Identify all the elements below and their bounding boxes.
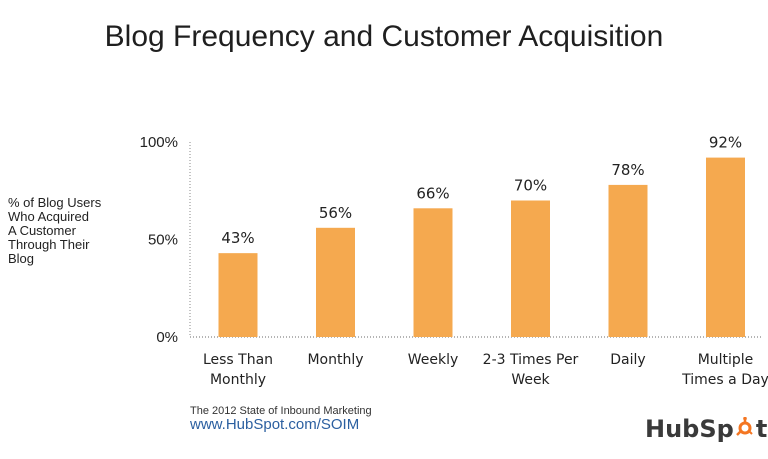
x-tick-label: Monthly [307,352,363,368]
bar-value-label: 66% [416,184,449,202]
y-axis-label-line: Who Acquired [8,209,89,224]
logo-text-right: t [755,415,768,443]
bar-value-label: 70% [514,177,547,195]
x-tick-label: Week [511,372,550,388]
x-tick-label: 2-3 Times Per [483,352,579,368]
hubspot-logo: HubSp t [645,415,767,443]
y-axis-label: % of Blog Users Who Acquired A Customer … [8,196,118,266]
y-tick-label: 0% [156,329,178,346]
x-tick-label: Daily [610,352,645,368]
bar-value-label: 43% [221,229,254,247]
bar [608,184,648,337]
x-tick-label: Weekly [408,352,459,368]
x-tick-label: Multiple [698,352,754,368]
bar [511,200,550,337]
y-axis-label-line: % of Blog Users [8,195,102,210]
bar-value-label: 78% [611,161,644,179]
y-tick-label: 50% [148,232,178,249]
x-tick-label: Monthly [210,372,266,388]
bar [316,227,355,337]
bar [413,208,453,337]
sprocket-icon [735,415,755,443]
logo-text-left: HubSp [645,415,734,443]
bar-value-label: 92% [709,134,742,152]
y-tick-label: 100% [140,134,178,151]
x-tick-label: Times a Day [681,372,768,388]
bar [218,253,258,337]
source-citation: The 2012 State of Inbound Marketing www.… [190,405,372,433]
source-title: The 2012 State of Inbound Marketing [190,405,372,417]
chart-title: Blog Frequency and Customer Acquisition [104,20,664,53]
source-url[interactable]: www.HubSpot.com/SOIM [190,416,360,433]
bar [706,157,745,337]
y-axis-label-line: Through Their [8,237,90,252]
bar-value-label: 56% [319,204,352,222]
x-tick-label: Less Than [203,352,273,368]
y-axis-label-line: A Customer [8,223,76,238]
y-axis-label-line: Blog [8,251,35,266]
